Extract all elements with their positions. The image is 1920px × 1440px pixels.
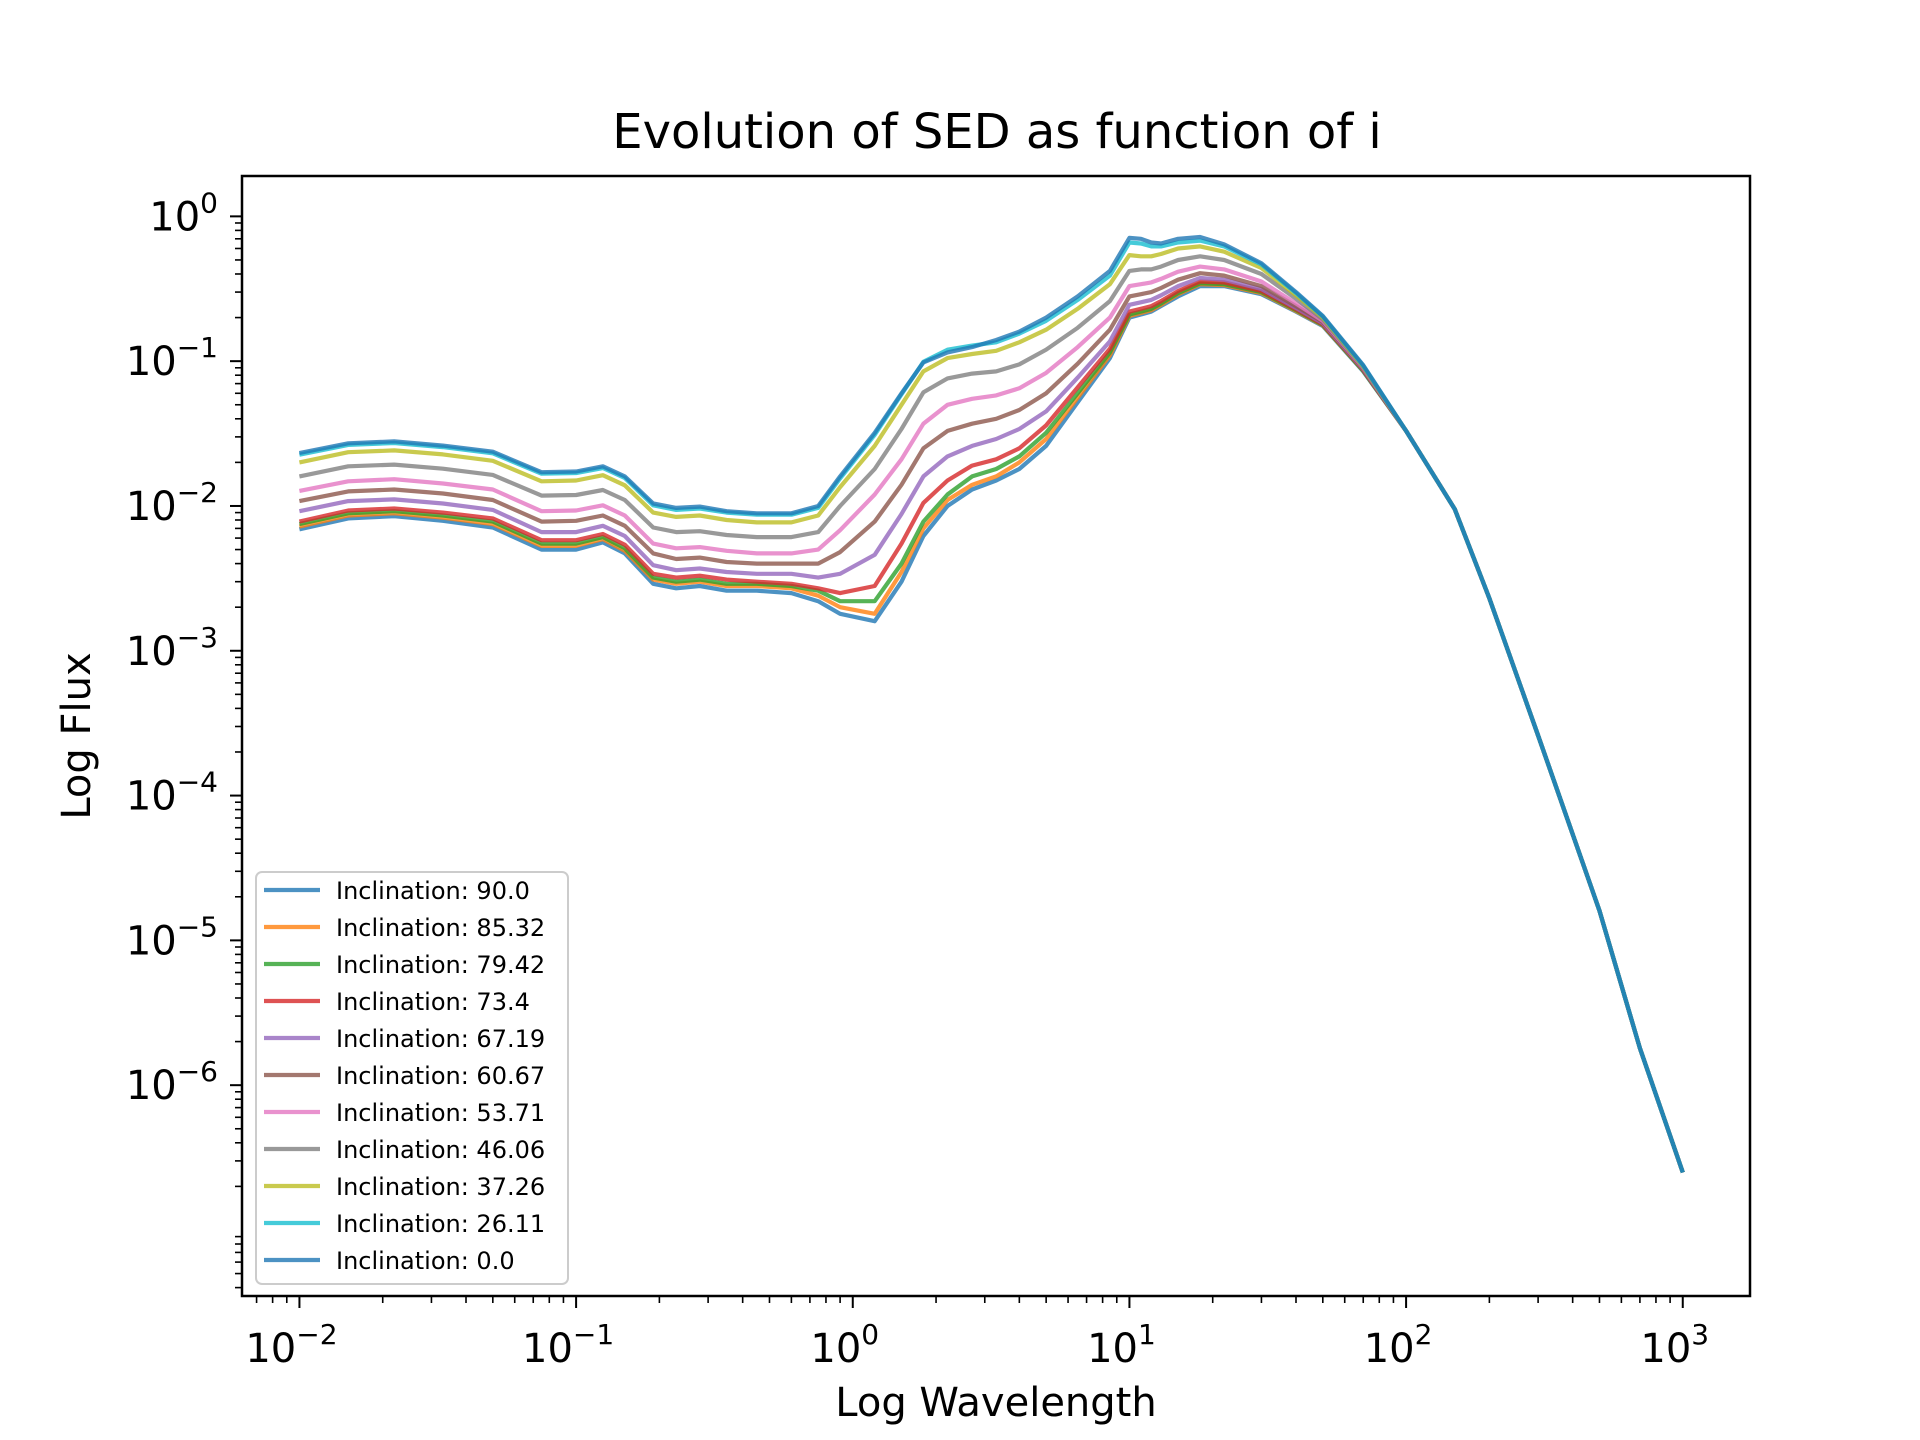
plot-frame <box>240 174 1752 1298</box>
x-tick-label-0: 10−2 <box>245 1318 337 1372</box>
legend-box <box>255 871 569 1285</box>
legend: Inclination: 90.0 Inclination: 85.32 Incli… <box>255 871 569 1285</box>
y-axis-label: Log Flux <box>54 652 100 819</box>
legend-label-3: Inclination: 73.4 <box>336 988 530 1016</box>
y-tick-label-6: 10−6 <box>126 1055 218 1109</box>
legend-label-10: Inclination: 0.0 <box>336 1247 515 1275</box>
series-line-10 <box>298 234 1685 1174</box>
x-tick-label-3: 101 <box>1087 1318 1156 1372</box>
y-tick-label-0: 100 <box>149 186 218 240</box>
legend-label-8: Inclination: 37.26 <box>336 1173 545 1201</box>
x-tick-label-5: 103 <box>1640 1318 1709 1372</box>
y-tick-label-3: 10−3 <box>126 621 218 675</box>
x-tick-label-2: 100 <box>810 1318 879 1372</box>
x-tick-label-1: 10−1 <box>522 1318 614 1372</box>
chart-title: Evolution of SED as function of i <box>612 104 1381 160</box>
tick-layer: 10−2 10−1 100 101 102 103 100 10−1 10−2 10−3 10−4 1… <box>126 186 1709 1372</box>
y-tick-label-5: 10−5 <box>126 910 218 964</box>
legend-label-7: Inclination: 46.06 <box>336 1136 545 1164</box>
series-layer <box>298 234 1685 1174</box>
y-tick-label-2: 10−2 <box>126 476 218 530</box>
legend-label-2: Inclination: 79.42 <box>336 951 545 979</box>
y-tick-label-1: 10−1 <box>126 331 218 385</box>
legend-label-6: Inclination: 53.71 <box>336 1099 545 1127</box>
y-tick-label-4: 10−4 <box>126 766 218 820</box>
legend-label-9: Inclination: 26.11 <box>336 1210 545 1238</box>
legend-label-0: Inclination: 90.0 <box>336 877 530 905</box>
legend-label-5: Inclination: 60.67 <box>336 1062 545 1090</box>
x-axis-label: Log Wavelength <box>835 1380 1156 1426</box>
legend-entries: Inclination: 90.0 Inclination: 85.32 Incli… <box>264 877 545 1275</box>
x-tick-label-4: 102 <box>1364 1318 1433 1372</box>
legend-label-4: Inclination: 67.19 <box>336 1025 545 1053</box>
legend-label-1: Inclination: 85.32 <box>336 914 545 942</box>
